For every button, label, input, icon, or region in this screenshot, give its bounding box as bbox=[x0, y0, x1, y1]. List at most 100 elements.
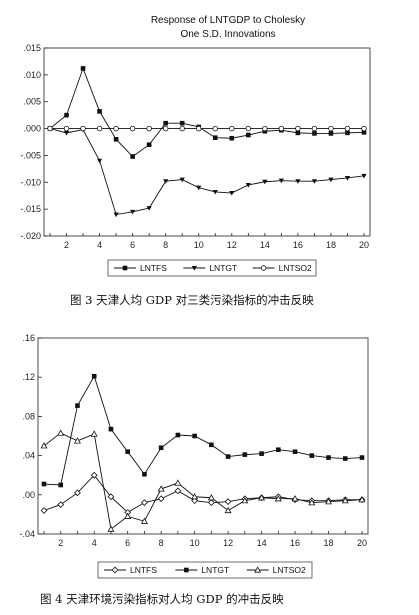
data-point bbox=[278, 178, 284, 184]
data-point bbox=[325, 498, 333, 505]
data-point bbox=[291, 495, 299, 502]
data-point bbox=[229, 191, 235, 196]
data-point bbox=[124, 512, 132, 519]
series-line bbox=[43, 375, 363, 486]
data-point bbox=[192, 433, 197, 439]
x-tick-label: 14 bbox=[257, 538, 267, 548]
chart-2-y-axis: .16 .12 .08 .04 .00 -.04 bbox=[19, 333, 42, 539]
chart-2-legend: LNTFS LNTGT LNTSO2 bbox=[104, 565, 306, 575]
x-tick-label: 16 bbox=[290, 538, 300, 548]
data-point bbox=[157, 495, 165, 503]
data-point bbox=[328, 177, 334, 183]
chart-1-y-axis: .015 .010 .005 .000 -.005 -.010 -.015 -.020 bbox=[20, 43, 48, 241]
y-tick-label: .12 bbox=[22, 372, 35, 382]
data-point bbox=[224, 498, 232, 506]
legend-label: LNTGT bbox=[209, 263, 237, 273]
data-point bbox=[108, 426, 114, 432]
data-point bbox=[191, 493, 199, 500]
y-tick-label: .08 bbox=[22, 411, 35, 421]
series-line bbox=[49, 67, 365, 158]
data-point bbox=[245, 182, 251, 188]
data-point bbox=[157, 485, 165, 492]
chart-2-series bbox=[40, 373, 366, 532]
data-point bbox=[208, 499, 215, 507]
data-point bbox=[113, 125, 119, 132]
x-tick-label: 6 bbox=[130, 240, 135, 250]
data-point bbox=[295, 179, 301, 184]
x-tick-label: 16 bbox=[293, 240, 303, 250]
data-point bbox=[96, 158, 103, 164]
data-point bbox=[326, 455, 331, 460]
x-tick-label: 4 bbox=[92, 538, 97, 548]
y-tick-label: .04 bbox=[22, 451, 35, 461]
x-tick-label: 10 bbox=[194, 240, 204, 250]
data-point bbox=[75, 403, 80, 408]
data-point bbox=[146, 206, 152, 211]
data-point bbox=[258, 494, 266, 501]
chart-1-legend-box bbox=[107, 259, 317, 277]
data-point bbox=[276, 447, 281, 453]
chart-2: .16 .12 .08 .04 .00 -.04 2 4 6 8 10 12 14 16 18 20 LNT… bbox=[19, 333, 369, 606]
data-point bbox=[245, 125, 252, 132]
data-point bbox=[361, 130, 367, 135]
data-point bbox=[63, 125, 70, 132]
y-tick-label: -.010 bbox=[20, 177, 41, 187]
data-point bbox=[130, 209, 136, 215]
chart-2-x-axis: 2 4 6 8 10 12 14 16 18 20 bbox=[43, 531, 367, 548]
data-point bbox=[163, 179, 169, 184]
data-point bbox=[175, 432, 181, 438]
chart-1-series bbox=[47, 66, 367, 218]
chart-1: Response of LNTGDP to Cholesky One S.D. … bbox=[20, 15, 371, 307]
y-tick-label: -.04 bbox=[19, 529, 35, 539]
data-point bbox=[191, 497, 198, 505]
data-point bbox=[278, 125, 285, 132]
data-point bbox=[262, 125, 268, 132]
series-line bbox=[49, 128, 365, 216]
data-point bbox=[179, 120, 185, 126]
y-tick-label: .015 bbox=[23, 43, 41, 53]
data-point bbox=[224, 506, 232, 514]
data-point bbox=[91, 373, 97, 379]
y-tick-label: .000 bbox=[23, 124, 41, 134]
data-point bbox=[80, 66, 86, 71]
x-tick-label: 8 bbox=[163, 240, 168, 250]
data-point bbox=[129, 125, 136, 132]
data-point bbox=[41, 481, 47, 487]
data-point bbox=[207, 494, 215, 501]
data-point bbox=[311, 179, 318, 184]
data-point bbox=[341, 497, 349, 504]
data-point bbox=[80, 125, 86, 132]
legend-label: LNTGT bbox=[201, 565, 229, 575]
y-tick-label: .010 bbox=[23, 70, 41, 80]
chart-1-plot-frame bbox=[43, 47, 371, 237]
x-tick-label: 20 bbox=[359, 240, 369, 250]
chart-1-x-axis: 2 4 6 8 10 12 14 16 18 20 bbox=[49, 233, 369, 250]
chart-1-caption: 图 3 天津人均 GDP 对三类污染指标的冲击反映 bbox=[70, 293, 314, 307]
legend-marker bbox=[184, 567, 189, 573]
data-point bbox=[146, 142, 152, 147]
y-tick-label: -.020 bbox=[20, 231, 41, 241]
data-point bbox=[344, 125, 351, 132]
data-point bbox=[113, 137, 119, 142]
data-point bbox=[130, 154, 135, 159]
data-point bbox=[63, 130, 70, 136]
data-point bbox=[311, 125, 318, 132]
series-lntso2 bbox=[47, 125, 367, 132]
data-point bbox=[47, 125, 53, 132]
legend-marker bbox=[191, 266, 197, 271]
data-point bbox=[40, 507, 48, 514]
data-point bbox=[97, 109, 102, 114]
data-point bbox=[113, 212, 119, 218]
data-point bbox=[96, 125, 103, 132]
data-point bbox=[212, 189, 218, 195]
series-lntfs bbox=[40, 471, 366, 516]
chart-2-plot-frame bbox=[37, 337, 369, 535]
data-point bbox=[212, 125, 218, 132]
data-point bbox=[179, 177, 185, 183]
x-tick-label: 12 bbox=[227, 240, 237, 250]
data-point bbox=[361, 125, 367, 132]
data-point bbox=[225, 454, 231, 459]
legend-marker bbox=[254, 566, 262, 573]
data-point bbox=[229, 135, 235, 141]
